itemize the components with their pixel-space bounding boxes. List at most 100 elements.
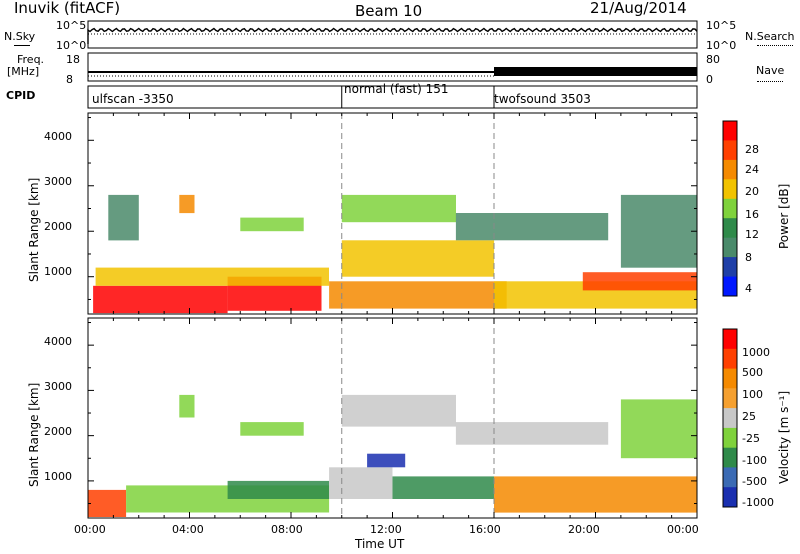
velocity-cbar-tick-25: 25 — [742, 410, 756, 423]
velocity-cbar-swatch — [723, 487, 737, 508]
nsky-trace — [87, 27, 698, 44]
velocity-cbar-swatch — [723, 348, 737, 370]
freq-tick-top: 18 — [66, 53, 80, 66]
nave-tick-top: 80 — [706, 53, 720, 66]
nsky-tick-bottom: 10^0 — [56, 39, 87, 52]
cpid-segment-1: ulfscan -3350 — [92, 92, 174, 106]
power-region — [108, 194, 139, 241]
velocity-cbar-swatch — [723, 427, 737, 449]
power-region — [582, 272, 697, 291]
velocity-cbar-tick-neg100: -100 — [742, 454, 767, 467]
freq-unit: [MHz] — [7, 65, 40, 78]
velocity-region — [455, 422, 609, 445]
velocity-cbar-swatch — [723, 447, 737, 468]
xtick-1200: 12:00 — [370, 523, 402, 536]
cpid-segment-3: twofsound 3503 — [494, 92, 591, 106]
cpid-label: CPID — [6, 89, 36, 102]
velocity-cbar-tick-1000: 1000 — [742, 346, 770, 359]
power-cbar-swatch — [723, 140, 737, 161]
velocity-region — [620, 399, 697, 459]
velocity-region — [367, 453, 406, 468]
power-cbar-tick-24: 24 — [745, 163, 759, 176]
nave-trace-block — [494, 67, 697, 76]
nsearch-tick-bottom: 10^0 — [706, 39, 737, 52]
xtick-0800: 08:00 — [271, 523, 303, 536]
velocity-ytick-4000: 4000 — [44, 335, 72, 348]
velocity-cbar-swatch — [723, 388, 737, 409]
power-region — [620, 194, 697, 268]
power-cbar-swatch — [723, 218, 737, 239]
velocity-field — [88, 394, 697, 517]
velocity-cbar-tick-100: 100 — [742, 388, 763, 401]
velocity-region — [494, 476, 697, 513]
velocity-region — [227, 480, 330, 499]
freq-tick-bottom: 8 — [66, 73, 73, 86]
cpid-panel — [87, 85, 698, 109]
velocity-region — [88, 489, 127, 517]
power-region — [329, 281, 507, 309]
nsky-panel — [87, 20, 698, 49]
velocity-ytick-3000: 3000 — [44, 380, 72, 393]
xtick-0000: 00:00 — [74, 523, 106, 536]
nave-legend-line — [757, 81, 783, 82]
power-cbar-frame — [722, 120, 738, 297]
nsky-tick-top: 10^5 — [56, 19, 87, 32]
power-cbar-swatch — [723, 257, 737, 277]
velocity-region — [329, 467, 393, 499]
velocity-cbar-tick-neg1000: -1000 — [742, 496, 774, 509]
power-region — [341, 194, 456, 223]
power-region — [341, 240, 495, 277]
nave-label: Nave — [756, 64, 785, 77]
power-cbar-tick-20: 20 — [745, 185, 759, 198]
power-ytick-1000: 1000 — [44, 265, 72, 278]
velocity-cbar-swatch — [723, 329, 737, 350]
power-cbar-tick-8: 8 — [745, 251, 752, 264]
power-region — [93, 285, 228, 314]
power-cbar-swatch — [723, 198, 737, 219]
power-cbar-tick-4: 4 — [745, 282, 752, 295]
freq-label: Freq. — [17, 53, 45, 66]
velocity-cbar-swatch — [723, 368, 737, 389]
power-region — [95, 267, 329, 286]
power-cbar-swatch — [723, 276, 737, 297]
xtick-2000: 20:00 — [568, 523, 600, 536]
beam-label: Beam 10 — [355, 2, 423, 20]
power-cbar-swatch — [723, 159, 737, 180]
power-region — [455, 213, 609, 241]
velocity-cbar-swatch — [723, 408, 737, 429]
velocity-cbar-frame — [722, 328, 738, 508]
velocity-region — [179, 394, 195, 418]
power-cbar-tick-28: 28 — [745, 143, 759, 156]
velocity-cbar-swatch — [723, 467, 737, 488]
nsky-label: N.Sky — [4, 30, 36, 43]
nsearch-legend-line — [757, 45, 793, 46]
power-cbar-swatch — [723, 179, 737, 200]
velocity-cbar-tick-neg500: -500 — [742, 475, 767, 488]
xtick-1600: 16:00 — [469, 523, 501, 536]
power-region — [240, 217, 304, 232]
power-region — [179, 194, 195, 214]
xtick-0400: 04:00 — [172, 523, 204, 536]
velocity-cbar-tick-500: 500 — [742, 366, 763, 379]
velocity-ytick-2000: 2000 — [44, 425, 72, 438]
velocity-region — [392, 476, 494, 499]
date-label: 21/Aug/2014 — [590, 0, 687, 17]
nsky-legend-line — [14, 45, 30, 46]
nsearch-label: N.Search — [745, 30, 795, 43]
station-title: Inuvik (fitACF) — [14, 0, 121, 17]
power-cbar-tick-16: 16 — [745, 208, 759, 221]
power-field — [93, 194, 697, 314]
power-ytick-2000: 2000 — [44, 220, 72, 233]
power-cbar-tick-12: 12 — [745, 228, 759, 241]
velocity-region — [341, 394, 456, 427]
nsearch-tick-top: 10^5 — [706, 19, 737, 32]
power-cbar-swatch — [723, 237, 737, 258]
power-ytick-4000: 4000 — [44, 130, 72, 143]
power-cbar-swatch — [723, 121, 737, 141]
power-ytick-3000: 3000 — [44, 175, 72, 188]
velocity-ytick-1000: 1000 — [44, 470, 72, 483]
nave-tick-bottom: 0 — [706, 73, 713, 86]
xtick-2400: 00:00 — [667, 523, 699, 536]
xaxis-label: Time UT — [355, 537, 405, 551]
